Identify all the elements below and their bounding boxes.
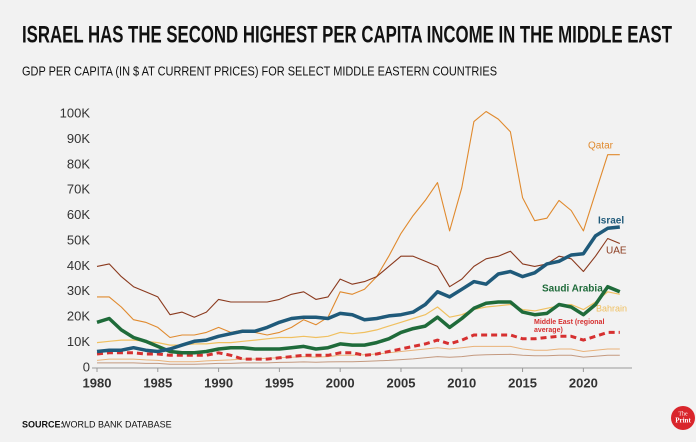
x-tick-label: 1990 xyxy=(204,375,233,390)
series-label: Saudi Arabia xyxy=(542,284,603,295)
x-tick-label: 1995 xyxy=(265,375,294,390)
y-tick-label: 40K xyxy=(67,258,90,273)
chart-title: ISRAEL HAS THE SECOND HIGHEST PER CAPITA… xyxy=(22,21,672,48)
series-label: UAE xyxy=(606,246,627,257)
series-label: Qatar xyxy=(588,141,614,152)
x-tick-label: 1985 xyxy=(143,375,172,390)
x-tick-label: 2015 xyxy=(508,375,537,390)
source: WORLD BANK DATABASE xyxy=(62,419,172,429)
series-line xyxy=(96,330,620,361)
logo-badge xyxy=(671,406,695,430)
chart-subtitle: GDP PER CAPITA (IN $ AT CURRENT PRICES) … xyxy=(22,63,497,78)
y-tick-label: 10K xyxy=(67,334,90,349)
x-tick-label: 2000 xyxy=(326,375,355,390)
y-tick-label: 20K xyxy=(67,309,90,324)
series-line xyxy=(97,353,620,365)
series-label: Bahrain xyxy=(596,303,627,313)
y-tick-label: 0 xyxy=(83,359,90,374)
y-tick-label: 90K xyxy=(67,131,90,146)
x-tick-label: 1980 xyxy=(83,375,112,390)
y-tick-label: 50K xyxy=(67,232,90,247)
series-label: Israel xyxy=(598,216,624,227)
x-tick-label: 2020 xyxy=(569,375,598,390)
y-tick-label: 60K xyxy=(67,207,90,222)
logo-text: The xyxy=(678,411,688,417)
y-tick-label: 100K xyxy=(60,105,91,120)
y-tick-label: 70K xyxy=(67,182,90,197)
source-label: SOURCE: xyxy=(22,419,64,429)
series-line xyxy=(96,237,621,318)
x-tick-label: 2005 xyxy=(387,375,416,390)
series-line xyxy=(96,284,621,355)
y-tick-label: 80K xyxy=(67,156,90,171)
x-tick-label: 2010 xyxy=(447,375,476,390)
series-label: Middle East (regional average) xyxy=(534,319,604,334)
series-line xyxy=(96,225,620,354)
series-line xyxy=(97,110,620,339)
y-tick-label: 30K xyxy=(67,283,90,298)
logo-text: Print xyxy=(675,417,691,425)
